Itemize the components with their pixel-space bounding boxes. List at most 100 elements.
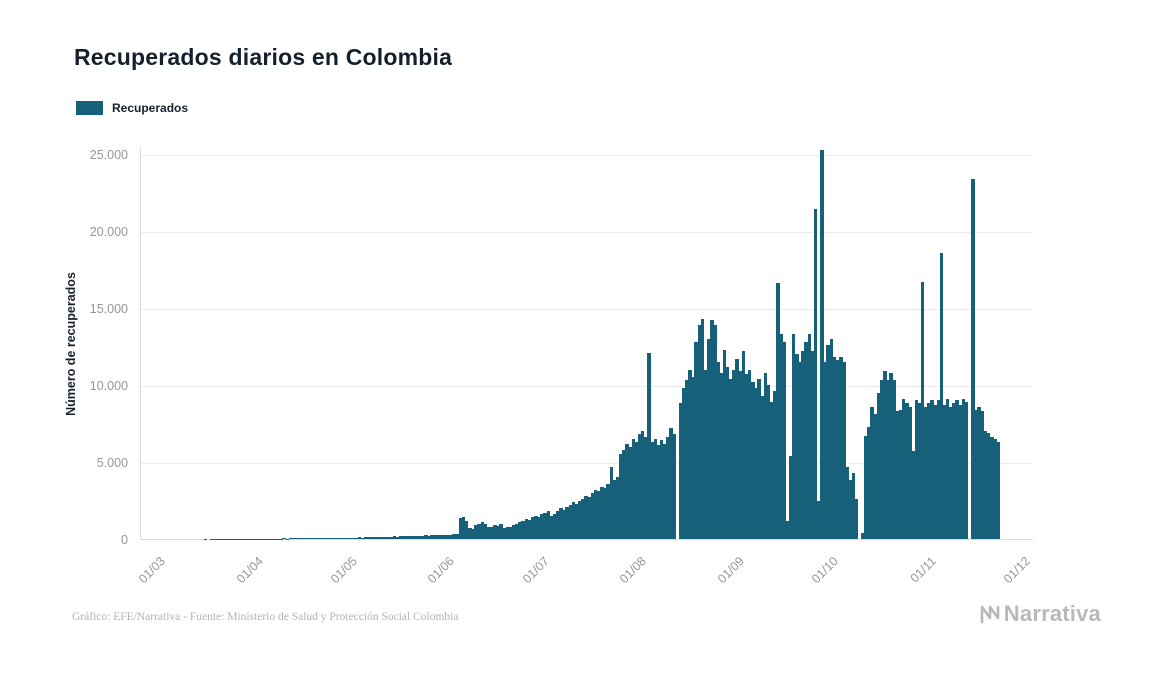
bar[interactable] — [427, 535, 431, 539]
bar[interactable] — [449, 534, 453, 539]
bar[interactable] — [848, 480, 852, 539]
bar[interactable] — [628, 446, 632, 539]
bar[interactable] — [298, 538, 302, 539]
bar[interactable] — [798, 361, 802, 539]
bar[interactable] — [817, 500, 821, 539]
bar[interactable] — [433, 535, 437, 539]
bar[interactable] — [367, 537, 371, 539]
bar[interactable] — [631, 438, 636, 539]
bar[interactable] — [590, 492, 595, 539]
bar[interactable] — [879, 380, 884, 539]
bar[interactable] — [398, 536, 403, 539]
bar[interactable] — [320, 537, 324, 539]
bar[interactable] — [257, 538, 261, 539]
bar[interactable] — [213, 538, 217, 539]
bar[interactable] — [615, 477, 620, 539]
bar[interactable] — [905, 403, 909, 539]
bar[interactable] — [339, 537, 343, 539]
bar[interactable] — [807, 334, 812, 539]
bar[interactable] — [578, 500, 582, 539]
bar[interactable] — [751, 381, 755, 539]
bar[interactable] — [603, 488, 607, 539]
bar[interactable] — [625, 443, 629, 539]
bar[interactable] — [389, 536, 393, 539]
bar[interactable] — [757, 378, 761, 539]
bar[interactable] — [713, 324, 717, 539]
bar[interactable] — [722, 349, 727, 539]
bar[interactable] — [471, 529, 475, 539]
bar[interactable] — [930, 400, 934, 539]
bar[interactable] — [901, 398, 906, 539]
bar[interactable] — [543, 512, 547, 539]
bar[interactable] — [348, 537, 353, 539]
bar[interactable] — [279, 538, 283, 539]
bar[interactable] — [744, 374, 749, 539]
bar[interactable] — [222, 538, 227, 539]
bar[interactable] — [735, 358, 739, 539]
bar[interactable] — [534, 515, 538, 539]
bar[interactable] — [684, 380, 689, 539]
bar[interactable] — [974, 409, 978, 539]
bar[interactable] — [260, 538, 265, 539]
bar[interactable] — [898, 409, 903, 539]
bar[interactable] — [345, 537, 349, 539]
bar[interactable] — [461, 517, 466, 539]
bar[interactable] — [728, 378, 733, 539]
bar[interactable] — [417, 535, 422, 539]
bar[interactable] — [917, 403, 922, 539]
bar[interactable] — [892, 380, 897, 539]
bar[interactable] — [760, 395, 764, 539]
bar[interactable] — [232, 538, 236, 539]
bar[interactable] — [842, 361, 846, 539]
bar[interactable] — [386, 536, 390, 539]
bar[interactable] — [480, 522, 485, 539]
bar[interactable] — [788, 455, 793, 539]
bar[interactable] — [408, 535, 412, 539]
bar[interactable] — [527, 519, 532, 539]
bar[interactable] — [864, 435, 868, 539]
bar[interactable] — [845, 466, 849, 539]
bar[interactable] — [801, 351, 805, 539]
bar[interactable] — [927, 403, 931, 539]
bar[interactable] — [452, 534, 456, 539]
bar[interactable] — [688, 369, 692, 539]
bar[interactable] — [474, 525, 478, 539]
bar[interactable] — [741, 351, 746, 539]
bar[interactable] — [961, 398, 966, 539]
bar[interactable] — [317, 538, 321, 539]
bar[interactable] — [769, 401, 774, 539]
bar[interactable] — [219, 538, 224, 539]
bar[interactable] — [920, 281, 925, 539]
bar[interactable] — [776, 283, 780, 539]
bar[interactable] — [468, 528, 472, 539]
bar[interactable] — [867, 426, 871, 539]
bar[interactable] — [329, 537, 334, 539]
bar[interactable] — [395, 536, 400, 539]
bar[interactable] — [496, 525, 500, 539]
bar[interactable] — [442, 535, 447, 539]
bar[interactable] — [493, 525, 497, 539]
bar[interactable] — [700, 318, 705, 539]
bar[interactable] — [455, 533, 459, 539]
bar[interactable] — [244, 538, 249, 539]
bar[interactable] — [411, 536, 415, 539]
bar[interactable] — [210, 538, 214, 539]
bar[interactable] — [285, 538, 290, 539]
bar[interactable] — [942, 405, 947, 539]
bar[interactable] — [964, 401, 969, 539]
bar[interactable] — [458, 518, 463, 539]
bar[interactable] — [986, 432, 991, 539]
bar[interactable] — [565, 506, 570, 539]
bar[interactable] — [364, 537, 368, 539]
bar[interactable] — [530, 517, 535, 539]
bar[interactable] — [241, 538, 246, 539]
bar[interactable] — [505, 527, 510, 539]
bar[interactable] — [835, 360, 840, 539]
bar[interactable] — [839, 357, 843, 539]
bar[interactable] — [247, 538, 252, 539]
bar[interactable] — [342, 537, 346, 539]
bar[interactable] — [238, 538, 242, 539]
bar[interactable] — [546, 511, 551, 539]
bar[interactable] — [779, 334, 783, 539]
bar[interactable] — [587, 497, 592, 539]
